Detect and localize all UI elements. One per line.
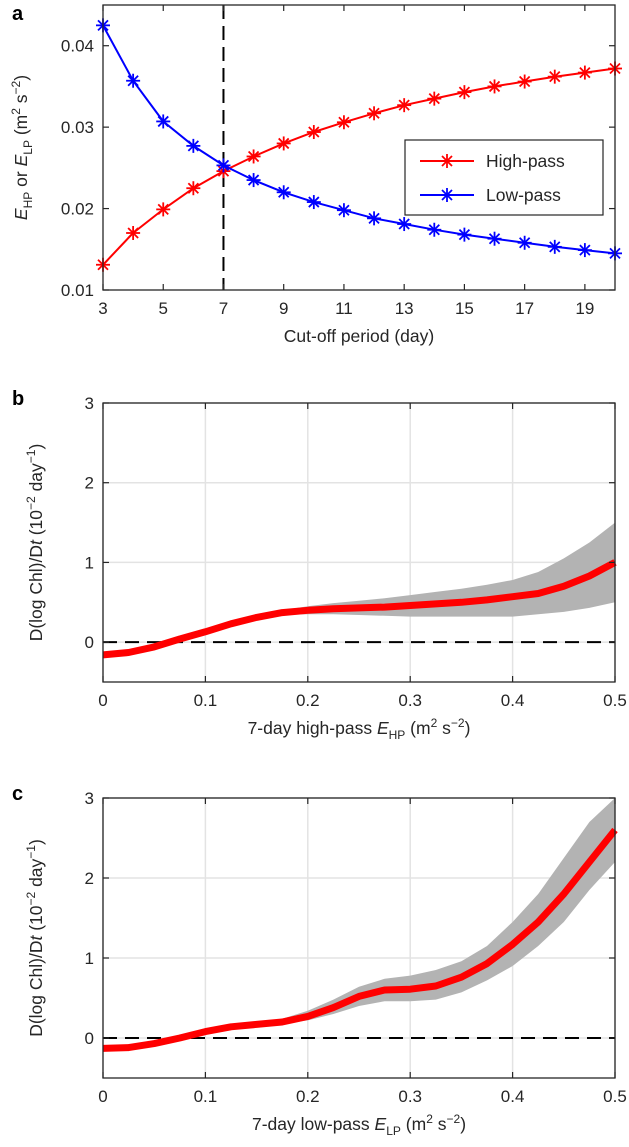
x-tick-label: 11 xyxy=(335,299,353,318)
data-point xyxy=(186,138,201,153)
panel-letter: b xyxy=(12,388,24,410)
legend-label-low-pass: Low-pass xyxy=(486,185,561,205)
legend: High-pass Low-pass xyxy=(404,139,604,216)
y-axis-label: D(log Chl)/Dt (10−2 day−1) xyxy=(24,444,46,642)
data-point xyxy=(577,243,592,258)
x-tick-label: 5 xyxy=(159,299,168,318)
data-point xyxy=(186,181,201,196)
y-tick-label: 0.03 xyxy=(61,118,94,137)
data-point xyxy=(246,149,261,164)
data-point xyxy=(397,217,412,232)
x-tick-label: 7 xyxy=(219,299,228,318)
data-point xyxy=(126,73,141,88)
data-point xyxy=(367,106,382,121)
data-point xyxy=(246,173,261,188)
x-tick-label: 0.4 xyxy=(501,1087,525,1106)
x-tick-label: 0.5 xyxy=(603,1087,627,1106)
panel-letter: a xyxy=(12,3,24,25)
data-point xyxy=(397,98,412,113)
x-tick-label: 0.4 xyxy=(501,691,525,710)
x-tick-label: 0 xyxy=(98,1087,107,1106)
data-point xyxy=(487,79,502,94)
data-point xyxy=(517,235,532,250)
data-point xyxy=(547,69,562,84)
data-point xyxy=(336,203,351,218)
x-axis-label: 7-day low-pass ELP (m2 s−2) xyxy=(252,1112,466,1138)
x-tick-label: 0.3 xyxy=(398,691,422,710)
y-tick-label: 0 xyxy=(85,1029,94,1048)
y-tick-label: 2 xyxy=(85,869,94,888)
data-point xyxy=(517,74,532,89)
y-tick-label: 3 xyxy=(85,789,94,808)
data-point xyxy=(487,231,502,246)
data-point xyxy=(276,185,291,200)
data-point xyxy=(457,227,472,242)
x-tick-label: 15 xyxy=(455,299,474,318)
y-tick-label: 1 xyxy=(85,553,94,572)
data-point xyxy=(427,91,442,106)
data-point xyxy=(306,195,321,210)
data-point xyxy=(427,222,442,237)
legend-box xyxy=(404,139,604,216)
data-point xyxy=(156,202,171,217)
x-tick-label: 17 xyxy=(515,299,534,318)
plot-frame xyxy=(102,4,616,291)
x-tick-label: 0.1 xyxy=(194,1087,218,1106)
y-axis-label: EHP or ELP (m2 s−2) xyxy=(9,75,35,220)
x-tick-label: 0 xyxy=(98,691,107,710)
x-tick-label: 19 xyxy=(575,299,594,318)
x-tick-label: 0.1 xyxy=(194,691,218,710)
plot-frame xyxy=(102,797,616,1079)
data-point xyxy=(336,115,351,130)
data-point xyxy=(216,158,231,173)
x-tick-label: 9 xyxy=(279,299,288,318)
confidence-band xyxy=(103,522,615,655)
x-axis-label: 7-day high-pass EHP (m2 s−2) xyxy=(248,716,471,742)
mean-line xyxy=(102,827,618,1052)
data-point xyxy=(367,211,382,226)
plot-frame xyxy=(102,402,616,683)
mean-line xyxy=(102,559,617,659)
legend-marker xyxy=(440,154,454,168)
data-point xyxy=(306,125,321,140)
series-line-low-pass xyxy=(102,24,616,255)
x-tick-label: 0.3 xyxy=(398,1087,422,1106)
y-tick-label: 2 xyxy=(85,474,94,493)
x-tick-label: 0.2 xyxy=(296,1087,320,1106)
x-tick-label: 13 xyxy=(395,299,414,318)
y-tick-label: 0.02 xyxy=(61,200,94,219)
data-point xyxy=(457,85,472,100)
panel-letter: c xyxy=(12,783,23,805)
x-tick-label: 0.5 xyxy=(603,691,627,710)
y-tick-label: 0 xyxy=(85,633,94,652)
y-tick-label: 3 xyxy=(85,394,94,413)
data-point xyxy=(156,114,171,129)
data-point xyxy=(547,239,562,254)
x-tick-label: 3 xyxy=(98,299,107,318)
y-tick-label: 1 xyxy=(85,949,94,968)
legend-label-high-pass: High-pass xyxy=(486,151,565,171)
data-point xyxy=(126,226,141,240)
chart-panel-a: a 3 5 7 9 11 13 15 17 19 0.01 0.02 0.03 0.04 Cut-off p… xyxy=(9,3,622,346)
y-axis-label: D(log Chl)/Dt (10−2 day−1) xyxy=(24,839,46,1037)
x-axis-label: Cut-off period (day) xyxy=(284,326,434,346)
chart-panel-b: b 0 0.1 0.2 0.3 0.4 0.5 0 1 2 3 7-day high-pass EHP… xyxy=(12,388,627,742)
data-point xyxy=(577,65,592,80)
legend-marker xyxy=(440,188,454,202)
y-tick-label: 0.01 xyxy=(61,281,94,300)
data-point xyxy=(276,136,291,151)
y-tick-label: 0.04 xyxy=(61,37,94,56)
x-tick-label: 0.2 xyxy=(296,691,320,710)
chart-panel-c: c 0 0.1 0.2 0.3 0.4 0.5 0 1 2 3 7-day low-pass ELP … xyxy=(12,783,627,1138)
